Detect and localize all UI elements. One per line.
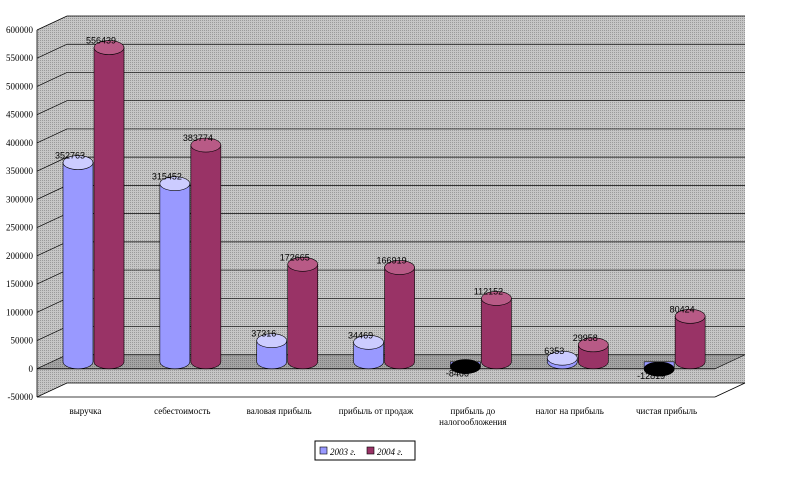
data-label: 112152 [474,286,503,296]
bar-2003-3 [353,342,384,370]
x-axis-depth [714,382,746,398]
bar-top-2003-6 [643,361,675,377]
legend-swatch-2004 [366,446,375,455]
data-label: 6353 [544,346,564,356]
data-label: 352763 [55,151,85,161]
data-label: 172665 [280,252,310,262]
legend-label-2003: 2003 г. [330,447,356,457]
data-label: 556439 [86,36,116,46]
y-tick-label: 600000 [6,25,34,35]
legend-box [314,440,416,461]
y-tick-label: 250000 [6,223,34,233]
data-label: -12819 [637,371,665,381]
bar-2003-2 [256,340,288,370]
bar-2004-6 [674,316,706,370]
category-label: валовая прибыль [247,406,312,416]
bar-2004-4 [481,298,512,370]
bar-2004-0 [93,47,125,370]
back-wall [67,16,745,383]
data-label: 37316 [251,329,276,339]
plot-area: -50000 0 50000 100000 150000 200000 250000 3000… [6,15,746,427]
gridline [36,15,745,31]
y-tick-label: 150000 [6,279,34,289]
category-label: налогообложения [439,417,506,427]
bar-top-2004-2 [287,256,319,272]
data-label: 29958 [573,333,598,343]
data-label: 315452 [152,172,182,182]
legend-label-2004: 2004 г. [377,447,403,457]
category-label: прибыль от продаж [339,406,414,416]
bar-top-2003-3 [353,335,384,350]
legend: 2003 г. 2004 г. [314,440,416,461]
gridline [36,382,745,398]
data-label: 34469 [348,330,373,340]
y-tick-label: -50000 [8,392,34,402]
y-tick-label: 350000 [6,166,34,176]
bar-top-2003-0 [62,155,94,170]
data-label: 80424 [670,304,695,314]
y-tick-label: 400000 [6,138,34,148]
bar-top-2004-3 [384,260,415,275]
bar-2004-3 [384,267,415,370]
bar-top-2003-5 [546,350,578,366]
y-tick-label: 50000 [11,336,34,346]
bar-top-2004-4 [481,291,512,306]
bar-top-2004-6 [674,309,706,324]
y-tick-label: 450000 [6,110,34,120]
data-label: 166919 [377,256,407,266]
gridline [36,72,745,87]
bar-2003-1 [159,183,191,370]
gridline [36,128,745,144]
category-label: выручка [69,406,101,416]
gridline [36,156,745,172]
bar-top-2004-1 [190,137,222,153]
y-tick-label: 0 [29,364,34,374]
y-tick-label: 300000 [6,194,34,204]
bar-top-2003-2 [256,333,288,349]
bar-top-2003-1 [159,176,191,191]
category-label: прибыль до [451,406,496,416]
bar-2004-1 [190,144,222,370]
bar-top-2004-5 [577,337,609,353]
bar-top-2004-0 [93,40,125,55]
legend-swatch-2003 [319,446,328,455]
category-label: чистая прибыль [636,406,697,416]
bar-2004-2 [287,263,319,370]
y-tick-label: 500000 [6,81,34,91]
gridline [36,100,745,116]
category-label: себестоимость [154,406,210,416]
bar-top-2003-4 [450,359,481,374]
y-tick-label: 100000 [6,307,34,317]
y-tick-label: 550000 [6,53,34,63]
y-tick-label: 200000 [6,251,34,261]
bar-2003-0 [62,162,94,370]
data-label: 383774 [183,133,213,143]
side-wall [37,16,67,397]
data-label: -8466 [446,369,469,379]
gridline [36,43,745,59]
category-label: налог на прибыль [536,406,604,416]
